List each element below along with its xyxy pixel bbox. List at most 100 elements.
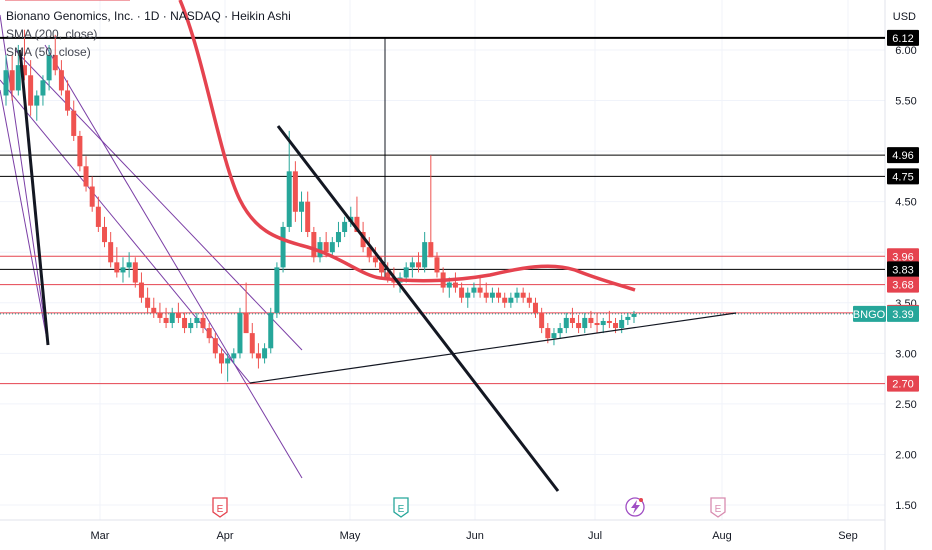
last-price-tag [887, 305, 919, 322]
candle [120, 267, 126, 273]
last-price-label: 3.39 [892, 309, 913, 321]
candle [65, 90, 71, 111]
candle [212, 338, 218, 354]
support-line [249, 312, 737, 384]
candle [502, 297, 508, 303]
candle [416, 262, 422, 268]
earnings-label: E [398, 504, 405, 515]
candle [434, 257, 440, 273]
sma-line [178, 0, 636, 292]
candle [3, 70, 9, 96]
candle [218, 353, 224, 364]
candle [126, 262, 132, 268]
candle [77, 135, 83, 167]
candle [46, 55, 52, 81]
candle [108, 242, 114, 263]
candle [520, 292, 526, 298]
candle [15, 65, 21, 91]
candle [576, 323, 582, 329]
candle [299, 201, 305, 212]
candle [582, 317, 588, 329]
x-tick-label: Jul [588, 530, 602, 542]
candle [428, 242, 434, 258]
price-tag [887, 29, 919, 46]
candle [132, 262, 138, 283]
candle [40, 80, 46, 96]
price-tag-label: 3.83 [892, 264, 913, 276]
candle [385, 272, 391, 278]
candle [569, 317, 575, 323]
candle [28, 75, 34, 106]
candle [52, 55, 58, 71]
candle [95, 206, 101, 227]
y-tick-label: 5.50 [895, 96, 916, 108]
candle [459, 287, 465, 298]
fan-line [14, 49, 303, 351]
y-tick-label: 1.50 [895, 500, 916, 512]
x-tick-label: Jun [466, 530, 484, 542]
horizontal-levels [0, 36, 885, 385]
sma50-legend[interactable]: SMA (50, close) [6, 45, 91, 59]
candle [145, 297, 151, 308]
candle [151, 307, 157, 313]
x-tick-label: Aug [712, 530, 732, 542]
x-tick-label: Mar [91, 530, 110, 542]
candle [422, 242, 428, 268]
x-tick-label: May [340, 530, 361, 542]
candle [175, 312, 181, 318]
candle [619, 319, 625, 329]
candle [194, 317, 200, 323]
candle [342, 221, 348, 232]
price-tag-label: 4.75 [892, 171, 913, 183]
candle [206, 328, 212, 339]
candle [292, 171, 298, 212]
candle [102, 226, 108, 243]
sma200-legend[interactable]: SMA (200, close) [6, 27, 98, 41]
fan-lines [0, 0, 386, 479]
downtrend-line [276, 125, 560, 492]
price-tag-label: 3.68 [892, 280, 913, 292]
candle [21, 65, 27, 76]
candle [58, 70, 64, 91]
candle [514, 292, 520, 298]
price-tag-label: 2.70 [892, 379, 913, 391]
candle [262, 348, 268, 359]
currency-label[interactable]: USD [892, 11, 916, 23]
candle [280, 226, 286, 268]
candles [3, 29, 637, 382]
candle [9, 70, 15, 91]
candle [465, 292, 471, 298]
candle [114, 262, 120, 273]
candle [34, 95, 40, 106]
fan-line [0, 14, 49, 346]
candle [305, 201, 311, 232]
x-axis: Mar Apr May Jun Jul Aug Sep [91, 530, 858, 542]
candle [588, 317, 594, 323]
candle [188, 323, 194, 329]
candle [200, 317, 206, 329]
candle [138, 282, 144, 298]
x-tick-label: Sep [838, 530, 858, 542]
candle [169, 312, 175, 323]
y-tick-label: 4.50 [895, 197, 916, 209]
lightning-icon [631, 500, 640, 514]
fan-line [0, 89, 49, 346]
candle [532, 302, 538, 313]
price-tag [887, 147, 919, 164]
symbol-tag-label: BNGO [853, 309, 886, 321]
candle [594, 323, 600, 326]
earnings-label: E [217, 504, 224, 515]
candle [625, 316, 631, 320]
candle [539, 312, 545, 329]
candle [157, 312, 163, 318]
candle [231, 353, 237, 359]
candle [613, 323, 619, 329]
candle [379, 262, 385, 273]
candle [329, 242, 335, 253]
candle [551, 333, 557, 339]
candle [163, 317, 169, 323]
candle [600, 320, 606, 326]
candle [225, 358, 231, 364]
